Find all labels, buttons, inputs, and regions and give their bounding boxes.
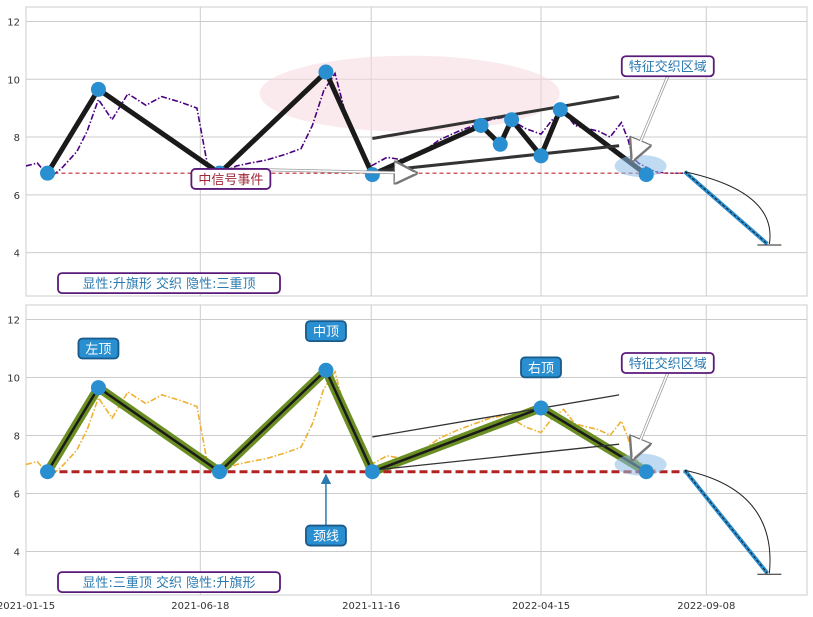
- annotation-box: [620, 55, 715, 78]
- x-tick-label: 2022-09-08: [677, 601, 735, 612]
- projection-center: [684, 171, 768, 245]
- annotation-box: [57, 272, 281, 295]
- y-tick-label: 4: [14, 548, 20, 559]
- y-tick-label: 12: [7, 17, 20, 28]
- pivot-point: [533, 148, 549, 164]
- y-tick-label: 6: [14, 191, 20, 202]
- pivot-point: [40, 464, 56, 480]
- series-line-1: [655, 171, 685, 174]
- y-tick-label: 8: [14, 432, 20, 443]
- x-tick-label: 2021-11-16: [342, 601, 400, 612]
- pivot-point: [492, 136, 508, 152]
- annotation-box: [57, 571, 281, 593]
- pivot-point: [638, 464, 654, 480]
- projection-arc: [684, 171, 771, 245]
- annotation-label: 中信号事件: [198, 173, 263, 188]
- annotation-label: 左顶: [85, 343, 111, 358]
- pivot-point: [552, 102, 568, 118]
- pivot-point: [90, 380, 106, 396]
- x-tick-label: 2021-06-18: [171, 601, 229, 612]
- annotation-box: [190, 168, 272, 190]
- annotation-label: 中顶: [313, 325, 339, 340]
- annotation-label: 颈线: [313, 530, 339, 545]
- pivot-point: [318, 362, 334, 378]
- pivot-point: [90, 81, 106, 97]
- channel-upper: [372, 394, 620, 438]
- interweave-zone: [614, 154, 667, 177]
- y-tick-label: 10: [7, 374, 20, 385]
- pivot-point: [40, 165, 56, 181]
- annotation-box: [305, 320, 347, 343]
- x-tick-label: 2022-04-15: [512, 601, 570, 612]
- annotation-label: 特征交织区域: [629, 59, 707, 75]
- annotation-label: 显性:升旗形 交织 隐性:三重顶: [82, 276, 255, 292]
- projection-center: [684, 469, 768, 574]
- annotation-box: [77, 337, 120, 360]
- annotation-box: [305, 524, 347, 547]
- pivot-point: [364, 464, 380, 480]
- y-tick-label: 12: [7, 316, 20, 327]
- y-tick-label: 4: [14, 249, 20, 260]
- plot-area: [25, 6, 808, 297]
- channel-upper: [372, 95, 620, 140]
- pivot-point: [318, 64, 334, 80]
- pivot-point: [473, 117, 489, 133]
- pivot-point: [533, 400, 549, 416]
- x-tick-label: 2021-01-15: [0, 601, 55, 612]
- y-tick-label: 10: [7, 75, 20, 86]
- annotation-label: 右顶: [528, 361, 554, 376]
- projection-arc: [684, 469, 771, 574]
- pivot-point: [364, 167, 380, 183]
- annotation-arrow-inner: [631, 75, 669, 161]
- annotation-box: [520, 356, 562, 379]
- annotation-label: 显性:三重顶 交织 隐性:升旗形: [82, 575, 255, 591]
- annotation-box: [620, 352, 715, 374]
- channel-lower: [372, 443, 620, 471]
- y-tick-label: 6: [14, 490, 20, 501]
- annotation-arrow-inner: [631, 372, 669, 459]
- y-tick-label: 8: [14, 133, 20, 144]
- pivot-point: [212, 464, 228, 480]
- annotation-label: 特征交织区域: [629, 356, 707, 372]
- pivot-point: [504, 112, 520, 128]
- pivot-point: [638, 167, 654, 183]
- interweave-zone: [614, 453, 667, 476]
